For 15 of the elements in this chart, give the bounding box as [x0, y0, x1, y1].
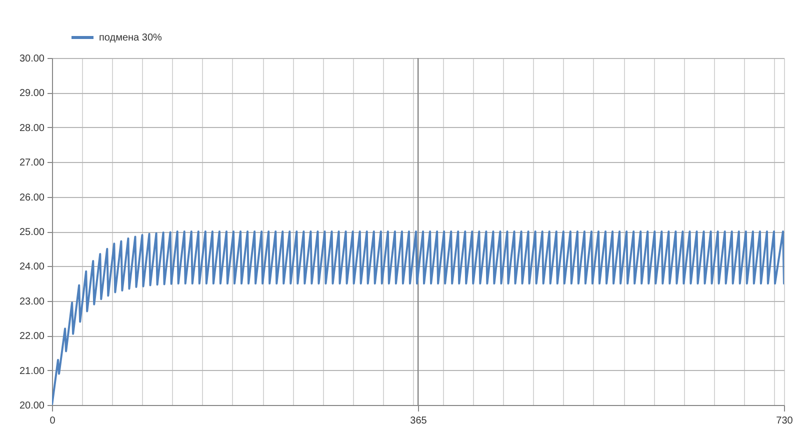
y-tick-label: 25.00: [19, 227, 45, 238]
y-tick-label: 30.00: [19, 54, 45, 64]
y-tick-label: 29.00: [19, 88, 45, 100]
y-tick-label: 22.00: [19, 331, 45, 342]
legend-label: подмена 30%: [99, 32, 162, 44]
y-tick-label: 20.00: [19, 400, 45, 412]
y-tick-label: 24.00: [19, 262, 45, 273]
y-tick-label: 27.00: [19, 158, 45, 169]
x-tick-label: 730: [776, 416, 794, 426]
y-tick-label: 26.00: [19, 192, 45, 204]
x-tick-label: 365: [410, 416, 428, 426]
y-tick-label: 23.00: [19, 296, 45, 308]
y-tick-label: 21.00: [19, 366, 45, 377]
x-tick-label: 0: [50, 416, 56, 426]
y-tick-label: 28.00: [19, 122, 45, 134]
